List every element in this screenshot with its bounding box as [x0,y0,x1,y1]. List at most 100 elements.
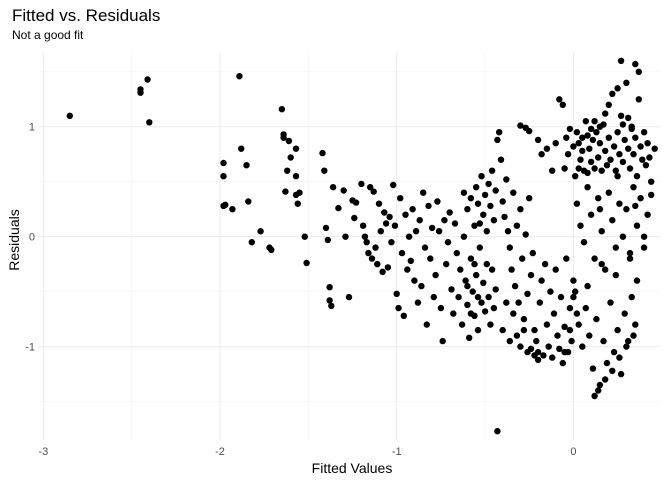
point-245 [625,145,632,152]
point-308 [600,337,607,345]
point-230 [598,167,605,174]
point-83 [421,244,429,251]
point-113 [474,326,482,334]
point-6 [220,173,227,180]
point-64 [388,239,395,246]
point-120 [487,321,494,328]
point-304 [586,332,593,339]
point-46 [352,199,360,206]
point-43 [345,293,353,301]
point-169 [543,321,551,328]
point-233 [603,162,611,169]
point-208 [556,96,563,103]
x-tick-label-0: -3 [38,446,48,458]
point-147 [504,228,512,235]
point-334 [640,244,648,251]
point-48 [359,222,367,229]
point-157 [522,231,529,238]
point-53 [368,255,376,262]
point-273 [625,114,632,122]
point-65 [390,181,397,189]
point-207 [552,140,559,147]
point-37 [326,297,333,304]
point-290 [626,249,634,257]
data-points [66,57,658,435]
point-150 [510,189,517,196]
point-212 [564,151,572,158]
point-331 [612,271,619,279]
point-302 [579,343,586,350]
point-323 [623,343,630,350]
point-47 [358,180,365,188]
point-192 [510,310,517,317]
point-5 [220,159,227,167]
point-148 [506,244,513,251]
point-146 [503,176,510,183]
point-184 [570,277,577,284]
point-257 [646,154,653,161]
point-159 [526,195,533,202]
point-84 [423,321,430,328]
point-316 [628,293,635,301]
point-33 [321,167,328,174]
point-327 [561,348,568,356]
point-122 [490,304,498,312]
point-259 [651,145,658,152]
point-293 [637,195,644,202]
point-134 [481,191,489,199]
point-135 [483,228,490,235]
point-24 [287,154,294,161]
point-305 [589,365,597,372]
point-225 [589,136,597,144]
point-8 [222,201,229,208]
point-158 [524,290,531,297]
point-42 [342,233,349,240]
point-198 [531,352,538,359]
point-262 [635,68,642,76]
point-170 [545,343,552,350]
point-114 [476,244,483,251]
point-116 [480,279,487,286]
point-137 [487,202,494,210]
point-328 [573,310,581,317]
point-38 [328,302,335,310]
point-182 [566,304,574,312]
y-axis-ticks: -1 0 1 [25,122,35,354]
y-tick-label-2: 1 [29,122,35,134]
point-112 [473,271,480,279]
point-129 [473,184,480,191]
point-243 [621,136,628,144]
point-236 [609,90,616,98]
point-289 [623,206,630,213]
point-171 [547,288,554,295]
point-152 [513,222,521,229]
point-297 [596,206,604,213]
point-130 [474,200,482,207]
point-73 [404,266,411,273]
point-40 [335,204,342,212]
point-143 [497,156,505,163]
point-76 [409,206,416,213]
point-202 [526,127,533,135]
y-axis-title: Residuals [6,209,22,270]
point-66 [391,222,399,229]
point-87 [428,224,436,232]
point-172 [549,354,556,361]
point-270 [579,147,586,155]
point-210 [561,165,568,172]
point-237 [610,143,618,150]
y-tick-label-0: -1 [25,342,35,354]
point-95 [443,260,450,268]
point-173 [550,310,558,317]
point-279 [587,211,595,218]
point-62 [384,264,392,271]
point-313 [617,370,625,378]
y-tick-label-1: 0 [29,232,35,244]
point-110 [469,288,476,295]
point-51 [365,249,372,257]
point-260 [617,57,625,64]
point-167 [540,352,547,359]
point-275 [573,200,581,207]
point-312 [614,326,621,334]
point-325 [570,293,577,301]
